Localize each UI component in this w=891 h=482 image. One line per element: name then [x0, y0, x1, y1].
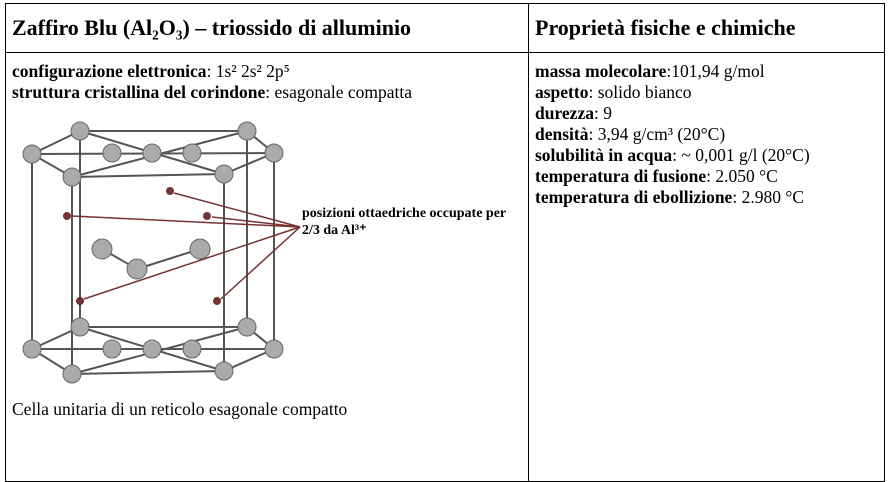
- property-item: struttura cristallina del corindone: esa…: [12, 82, 522, 103]
- header-left: Zaffiro Blu (Al₂O₃) – triossido di allum…: [5, 3, 529, 53]
- property-label: struttura cristallina del corindone: [12, 82, 266, 102]
- property-value: : solido bianco: [588, 82, 692, 102]
- property-value: : ~ 0,001 g/l (20°C): [672, 145, 810, 165]
- property-item: densità: 3,94 g/cm³ (20°C): [535, 124, 878, 145]
- crystal-diagram: [22, 121, 301, 384]
- property-item: massa molecolare:101,94 g/mol: [535, 61, 878, 82]
- property-value: : 1s² 2s² 2p⁵: [206, 61, 290, 81]
- property-value: : 3,94 g/cm³ (20°C): [588, 124, 726, 144]
- property-label: massa molecolare: [535, 61, 667, 81]
- property-item: durezza: 9: [535, 103, 878, 124]
- property-value: :101,94 g/mol: [666, 61, 765, 81]
- property-item: temperatura di ebollizione: 2.980 °C: [535, 187, 878, 208]
- property-label: densità: [535, 124, 589, 144]
- property-value: : 2.980 °C: [732, 187, 804, 207]
- left-cell: configurazione elettronica: 1s² 2s² 2p⁵ s…: [5, 52, 529, 482]
- figure-caption: Cella unitaria di un reticolo esagonale …: [12, 399, 348, 419]
- property-value: : 2.050 °C: [706, 166, 778, 186]
- property-value: : 9: [593, 103, 612, 123]
- property-value: : esagonale compatta: [265, 82, 412, 102]
- property-label: temperatura di ebollizione: [535, 187, 733, 207]
- property-item: temperatura di fusione: 2.050 °C: [535, 166, 878, 187]
- property-item: solubilità in acqua: ~ 0,001 g/l (20°C): [535, 145, 878, 166]
- property-table: Zaffiro Blu (Al₂O₃) – triossido di allum…: [5, 3, 885, 482]
- figure-annotation: posizioni ottaedriche occupate per 2/3 d…: [302, 206, 506, 238]
- figure: posizioni ottaedriche occupate per 2/3 d…: [12, 109, 522, 399]
- property-label: durezza: [535, 103, 594, 123]
- property-label: temperatura di fusione: [535, 166, 707, 186]
- property-item: aspetto: solido bianco: [535, 82, 878, 103]
- property-label: solubilità in acqua: [535, 145, 673, 165]
- header-right: Proprietà fisiche e chimiche: [528, 3, 885, 53]
- property-label: aspetto: [535, 82, 589, 102]
- right-cell: massa molecolare:101,94 g/mol aspetto: so…: [528, 52, 885, 482]
- property-item: configurazione elettronica: 1s² 2s² 2p⁵: [12, 61, 522, 82]
- property-label: configurazione elettronica: [12, 61, 207, 81]
- page: Zaffiro Blu (Al₂O₃) – triossido di allum…: [5, 3, 885, 482]
